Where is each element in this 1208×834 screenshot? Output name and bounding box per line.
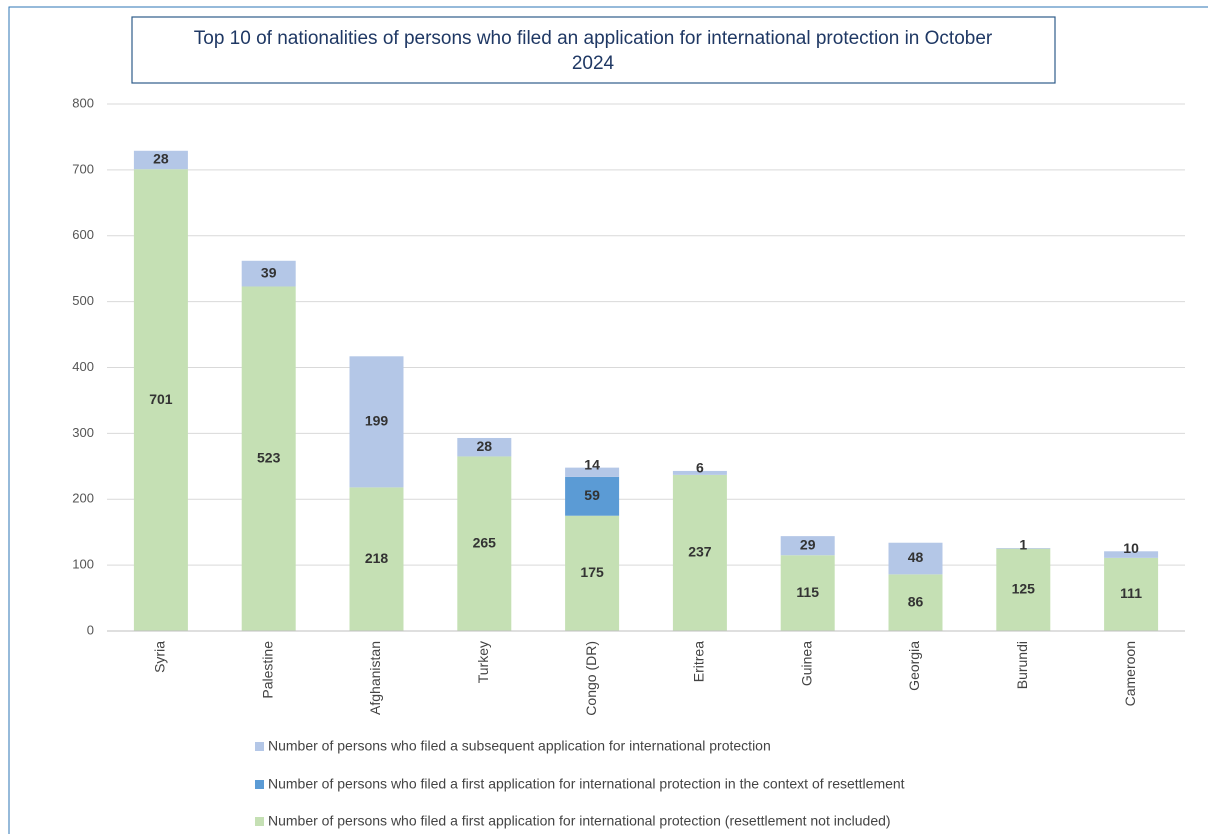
x-tick-label: Guinea [798,641,814,686]
bar-segment [1104,551,1159,558]
bar-segment [565,476,620,516]
bar-segment [888,542,943,575]
data-label: 199 [365,413,389,429]
data-label: 237 [688,544,712,560]
bar-segment [241,286,296,631]
legend-label: Number of persons who filed a first appl… [268,813,891,829]
bar-segment [133,169,188,631]
data-label: 28 [477,438,493,454]
bar-segment [996,548,1051,631]
y-tick-label: 300 [72,425,94,440]
chart-frame [8,6,1208,834]
legend-label: Number of persons who filed a subsequent… [268,738,771,754]
x-tick-label: Congo (DR) [583,641,599,716]
bar-segment [565,467,620,477]
bar-segment [996,547,1051,549]
x-tick-label: Eritrea [691,641,707,682]
bar-segment [672,474,727,631]
data-label: 523 [257,449,281,465]
x-tick-label: Afghanistan [367,641,383,715]
data-label: 218 [365,550,389,566]
data-label: 701 [149,391,173,407]
bar-segment [241,260,296,287]
bar-segment [672,470,727,475]
data-label: 10 [1123,540,1139,556]
data-label: 125 [1012,581,1036,597]
bar-segment [349,487,404,631]
y-tick-label: 700 [72,161,94,176]
bar-segment [457,437,512,457]
bar-segment [565,515,620,631]
y-tick-label: 0 [87,622,94,637]
y-tick-label: 600 [72,227,94,242]
data-label: 59 [584,487,600,503]
y-tick-label: 200 [72,491,94,506]
title-box [131,16,1056,84]
data-label: 175 [580,564,604,580]
bar-segment [888,574,943,631]
y-tick-label: 100 [72,557,94,572]
data-label: 1 [1019,537,1027,553]
chart-title: Top 10 of nationalities of persons who f… [194,28,993,74]
data-label: 14 [584,456,600,472]
y-tick-label: 400 [72,359,94,374]
legend-swatch [255,780,264,789]
x-tick-label: Palestine [259,641,275,699]
x-tick-label: Syria [152,641,168,673]
data-label: 86 [908,593,924,609]
data-label: 48 [908,549,924,565]
data-label: 28 [153,151,169,167]
data-label: 265 [473,534,497,550]
y-tick-label: 800 [72,95,94,110]
x-tick-label: Georgia [906,641,922,691]
data-label: 39 [261,264,277,280]
x-tick-label: Turkey [475,641,491,683]
bar-segment [349,356,404,488]
bar-segment [133,150,188,170]
data-label: 115 [796,584,819,600]
bar-segment [780,536,835,556]
x-tick-label: Burundi [1014,641,1030,689]
legend-label: Number of persons who filed a first appl… [268,776,905,792]
data-label: 29 [800,536,816,552]
bar-segment [1104,557,1159,631]
legend-swatch [255,817,264,826]
data-label: 111 [1120,585,1142,601]
x-tick-label: Cameroon [1122,641,1138,706]
legend-swatch [255,742,264,751]
bar-segment [780,555,835,631]
data-label: 6 [696,460,704,476]
bar-segment [457,456,512,631]
y-tick-label: 500 [72,293,94,308]
